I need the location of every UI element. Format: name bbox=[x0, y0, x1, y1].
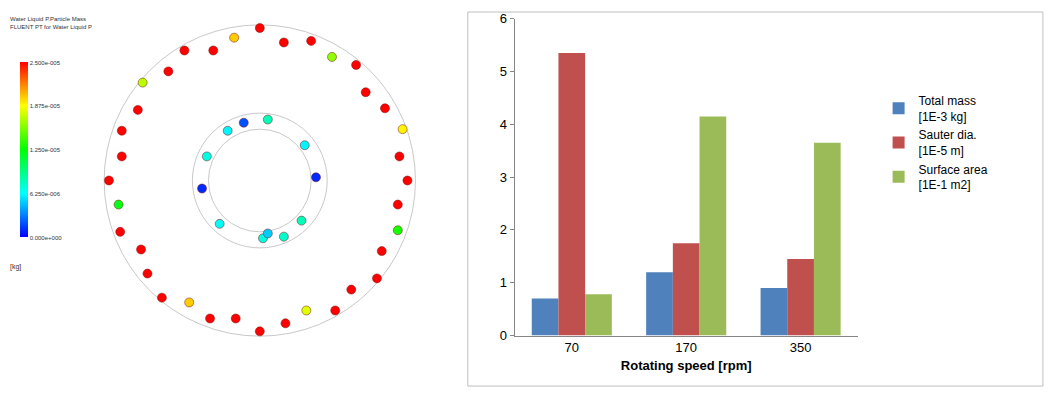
svg-text:5: 5 bbox=[500, 64, 507, 79]
svg-text:[kg]: [kg] bbox=[10, 263, 21, 271]
svg-text:6.250e-006: 6.250e-006 bbox=[30, 191, 61, 197]
svg-text:Rotating speed [rpm]: Rotating speed [rpm] bbox=[621, 358, 752, 373]
svg-text:2: 2 bbox=[500, 222, 507, 237]
svg-text:1.875e-005: 1.875e-005 bbox=[30, 103, 61, 109]
svg-text:Sauter dia.[1E-5 m]: Sauter dia.[1E-5 m] bbox=[919, 128, 977, 158]
svg-text:4: 4 bbox=[500, 117, 507, 132]
svg-text:Surface area[1E-1 m2]: Surface area[1E-1 m2] bbox=[919, 163, 988, 193]
svg-text:1.250e-005: 1.250e-005 bbox=[30, 147, 61, 153]
svg-text:350: 350 bbox=[790, 340, 812, 355]
svg-text:70: 70 bbox=[565, 340, 579, 355]
svg-text:170: 170 bbox=[675, 340, 697, 355]
svg-text:2.500e-005: 2.500e-005 bbox=[30, 60, 61, 66]
svg-text:0: 0 bbox=[500, 328, 507, 343]
svg-text:1: 1 bbox=[500, 275, 507, 290]
svg-text:Total mass[1E-3 kg]: Total mass[1E-3 kg] bbox=[919, 94, 976, 124]
svg-text:Water Liquid P.Particle MassFL: Water Liquid P.Particle MassFLUENT PT fo… bbox=[10, 16, 92, 30]
svg-text:0.000e+000: 0.000e+000 bbox=[30, 235, 63, 241]
svg-text:6: 6 bbox=[500, 11, 507, 26]
svg-text:3: 3 bbox=[500, 170, 507, 185]
